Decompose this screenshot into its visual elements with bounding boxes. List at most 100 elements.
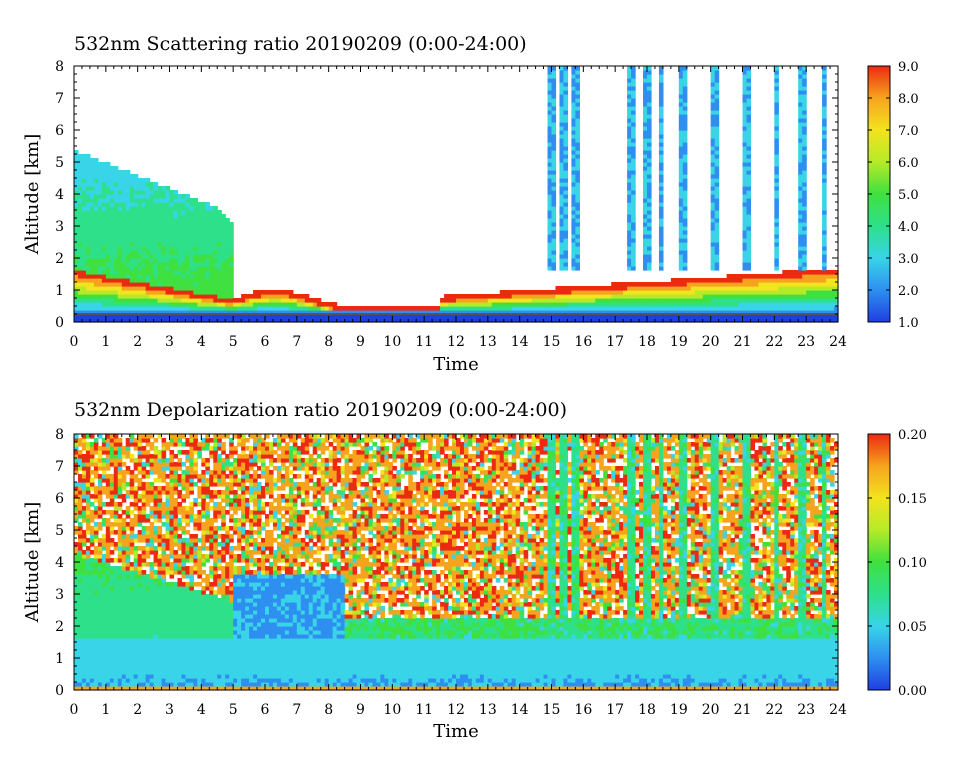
heatmap-cell [157, 222, 163, 227]
heatmap-cell [177, 266, 183, 271]
heatmap-cell [117, 226, 123, 231]
heatmap-cell [798, 214, 803, 219]
heatmap-cell [754, 290, 760, 295]
heatmap-cell [682, 250, 688, 255]
heatmap-cell [93, 242, 99, 247]
heatmap-cell [631, 258, 636, 263]
heatmap-cell [109, 250, 115, 255]
heatmap-cell [181, 298, 187, 303]
heatmap-cell [121, 310, 127, 315]
heatmap-cell [97, 458, 103, 463]
heatmap-cell [133, 306, 139, 311]
heatmap-cell [125, 266, 131, 271]
heatmap-cell [682, 102, 688, 107]
heatmap-cell [205, 314, 210, 319]
heatmap-cell [416, 306, 421, 311]
heatmap-cell [145, 286, 151, 291]
heatmap-cell [105, 618, 111, 623]
heatmap-cell [85, 606, 91, 611]
heatmap-cell [265, 310, 270, 315]
heatmap-cell [272, 290, 278, 295]
heatmap-cell [806, 310, 811, 315]
heatmap-cell [647, 190, 652, 195]
x-tick-label: 24 [829, 334, 847, 350]
heatmap-cell [121, 234, 127, 239]
heatmap-cell [217, 278, 222, 283]
heatmap-cell [81, 210, 87, 215]
heatmap-cell [153, 270, 159, 275]
heatmap-cell [806, 282, 811, 287]
heatmap-cell [567, 294, 572, 299]
heatmap-cell [117, 594, 123, 599]
heatmap-cell [113, 674, 119, 679]
heatmap-cell [710, 74, 716, 79]
heatmap-cell [575, 114, 580, 119]
heatmap-cell [662, 318, 668, 323]
heatmap-cell [392, 306, 397, 311]
heatmap-cell [280, 318, 286, 323]
heatmap-cell [742, 250, 748, 255]
heatmap-cell [105, 682, 111, 687]
heatmap-cell [802, 78, 807, 83]
heatmap-cell [133, 250, 139, 255]
heatmap-cell [77, 178, 83, 183]
heatmap-cell [205, 254, 210, 259]
heatmap-cell [802, 278, 807, 283]
heatmap-cell [149, 194, 155, 199]
heatmap-cell [77, 454, 83, 459]
heatmap-cell [627, 142, 632, 147]
heatmap-cell [794, 302, 799, 307]
heatmap-cell [225, 226, 230, 231]
heatmap-cell [137, 222, 143, 227]
heatmap-cell [658, 94, 664, 99]
heatmap-cell [161, 214, 167, 219]
heatmap-cell [121, 218, 127, 223]
heatmap-cell [101, 210, 107, 215]
heatmap-cell [547, 178, 553, 183]
depolarization-ratio-panel: 532nm Depolarization ratio 20190209 (0:0… [22, 399, 927, 742]
heatmap-cell [774, 106, 779, 111]
heatmap-cell [822, 186, 827, 191]
heatmap-cell [209, 230, 214, 235]
heatmap-cell [105, 530, 111, 535]
heatmap-cell [324, 314, 330, 319]
heatmap-cell [563, 154, 569, 159]
heatmap-cell [193, 202, 198, 207]
heatmap-cell [74, 494, 79, 499]
heatmap-cell [643, 158, 648, 163]
heatmap-cell [690, 306, 696, 311]
heatmap-cell [153, 210, 159, 215]
heatmap-cell [647, 66, 652, 71]
heatmap-cell [272, 302, 278, 307]
heatmap-cell [714, 186, 720, 191]
heatmap-cell [249, 298, 254, 303]
heatmap-cell [416, 318, 421, 323]
heatmap-cell [185, 214, 190, 219]
heatmap-cell [169, 278, 175, 283]
heatmap-cell [173, 262, 179, 267]
heatmap-cell [117, 526, 123, 531]
heatmap-cell [197, 226, 202, 231]
heatmap-cell [117, 310, 123, 315]
heatmap-cell [623, 294, 628, 299]
heatmap-cell [762, 294, 767, 299]
heatmap-cell [113, 470, 119, 475]
heatmap-cell [559, 254, 565, 259]
heatmap-cell [77, 614, 83, 619]
heatmap-cell [213, 274, 218, 279]
heatmap-cell [113, 682, 119, 687]
heatmap-cell [714, 134, 720, 139]
heatmap-cell [105, 174, 111, 179]
heatmap-cell [678, 150, 684, 155]
heatmap-cell [802, 122, 807, 127]
heatmap-cell [77, 558, 83, 563]
heatmap-cell [595, 302, 600, 307]
heatmap-cell [181, 198, 187, 203]
heatmap-cell [643, 262, 648, 267]
heatmap-cell [129, 194, 135, 199]
heatmap-cell [77, 554, 83, 559]
heatmap-cell [658, 134, 664, 139]
heatmap-cell [77, 230, 83, 235]
heatmap-cell [165, 282, 171, 287]
heatmap-cell [113, 186, 119, 191]
